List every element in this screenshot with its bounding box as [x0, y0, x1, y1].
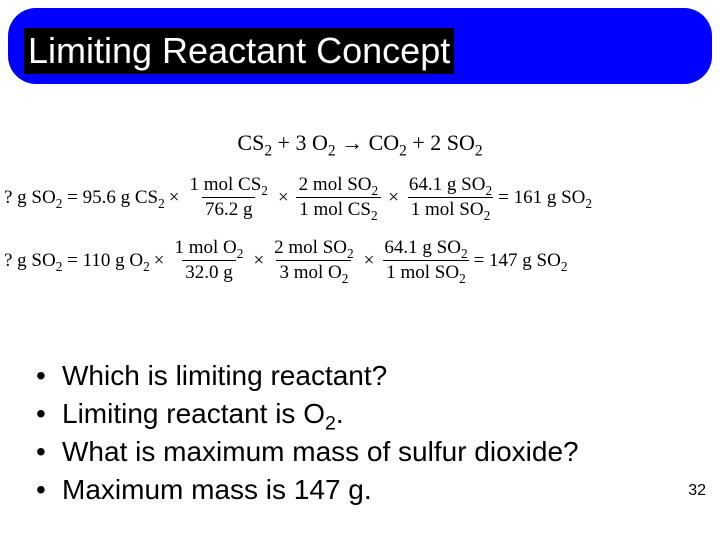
- equations-area: CS2 + 3 O2 → CO2 + 2 SO2 ? g SO2 = 95.6 …: [0, 130, 720, 300]
- calc2-f3d: 1 mol SO: [386, 262, 459, 283]
- calc2-f3-den: 1 mol SO2: [383, 260, 469, 284]
- calc2-f1-num: 1 mol O2: [172, 237, 247, 260]
- bullet-4: Maximum mass is 147 g.: [32, 474, 700, 506]
- reactant-a: CS: [237, 130, 264, 155]
- plus-2: +: [407, 130, 430, 155]
- calc2-times-3: ×: [364, 250, 375, 272]
- calc1-result: = 161 g SO2: [498, 187, 592, 209]
- calc2-question: ? g SO2 = 110 g O2: [2, 250, 150, 272]
- calc1-times-3: ×: [388, 187, 399, 209]
- calc1-f3-num: 64.1 g SO2: [406, 174, 495, 197]
- calc2-eq-sub: 2: [143, 258, 150, 273]
- calc1-f2n-sub: 2: [372, 183, 379, 198]
- calc2-f2n: 2 mol SO: [274, 237, 347, 258]
- calc1-frac-1: 1 mol CS2 76.2 g: [186, 174, 270, 221]
- calc2-result: = 147 g SO2: [474, 250, 568, 272]
- calc2-times-1: ×: [154, 250, 165, 272]
- calc1-res: = 161 g SO: [498, 187, 585, 208]
- calc2-times-2: ×: [253, 250, 264, 272]
- calc2-f2-num: 2 mol SO2: [271, 237, 357, 260]
- calc2-f3-num: 64.1 g SO2: [381, 237, 470, 260]
- calc1-f3d: 1 mol SO: [411, 199, 484, 220]
- bullet-2-sub: 2: [325, 413, 336, 435]
- reaction-arrow: →: [336, 130, 369, 155]
- calc2-f3d-sub: 2: [459, 271, 466, 286]
- calc2-f1n-sub: 2: [237, 246, 244, 261]
- calc2-q: ? g SO: [4, 250, 56, 271]
- calc2-frac-3: 64.1 g SO2 1 mol SO2: [381, 237, 470, 284]
- calc1-question: ? g SO2 = 95.6 g CS2: [2, 187, 165, 209]
- calc2-f2d: 3 mol O: [279, 262, 341, 283]
- calc1-f3-den: 1 mol SO2: [408, 197, 494, 221]
- calc1-frac-3: 64.1 g SO2 1 mol SO2: [406, 174, 495, 221]
- reactant-b-sub: 2: [328, 142, 336, 159]
- product-b-sub: 2: [475, 142, 483, 159]
- reactant-b: O: [312, 130, 328, 155]
- calc1-f3d-sub: 2: [484, 208, 491, 223]
- calc1-f2d-sub: 2: [371, 208, 378, 223]
- calc1-f2n: 2 mol SO: [299, 174, 372, 195]
- reactant-a-sub: 2: [264, 142, 272, 159]
- calc1-f2d: 1 mol CS: [299, 199, 371, 220]
- calc2-f2-den: 3 mol O2: [276, 260, 351, 284]
- calc1-f1n: 1 mol CS: [189, 174, 261, 195]
- calc1-q: ? g SO: [4, 187, 56, 208]
- plus-1: +: [272, 130, 295, 155]
- calc1-eq-sub: 2: [158, 195, 165, 210]
- calc2-res: = 147 g SO: [474, 250, 561, 271]
- calc-row-2: ? g SO2 = 110 g O2 × 1 mol O2 32.0 g × 2…: [0, 237, 720, 284]
- bullet-2-text: Limiting reactant is O: [62, 398, 325, 429]
- coef-b: 3: [295, 130, 312, 155]
- bullet-2-tail: .: [336, 398, 344, 429]
- product-a-sub: 2: [399, 142, 407, 159]
- calc1-f1n-sub: 2: [261, 183, 268, 198]
- calc2-f3n-sub: 2: [461, 246, 468, 261]
- title-bar: Limiting Reactant Concept: [8, 8, 712, 84]
- calc2-f2d-sub: 2: [342, 271, 349, 286]
- calc1-times-1: ×: [169, 187, 180, 209]
- calc1-f1-den: 76.2 g: [202, 197, 256, 221]
- calc2-res-sub: 2: [561, 258, 568, 273]
- product-b: SO: [447, 130, 475, 155]
- calc1-f2-num: 2 mol SO2: [296, 174, 382, 197]
- calc1-f2-den: 1 mol CS2: [296, 197, 380, 221]
- calc1-f3n-sub: 2: [485, 183, 492, 198]
- bullet-3: What is maximum mass of sulfur dioxide?: [32, 436, 700, 468]
- calc1-f1-num: 1 mol CS2: [186, 174, 270, 197]
- calc2-f1-den: 32.0 g: [182, 260, 236, 284]
- calc2-f2n-sub: 2: [347, 246, 354, 261]
- calc2-f3n: 64.1 g SO: [384, 237, 461, 258]
- calc1-frac-2: 2 mol SO2 1 mol CS2: [296, 174, 382, 221]
- product-a: CO: [369, 130, 400, 155]
- calc2-eq: = 110 g O: [62, 250, 143, 271]
- calc1-eq: = 95.6 g CS: [62, 187, 158, 208]
- slide-title: Limiting Reactant Concept: [24, 28, 454, 74]
- bullet-list: Which is limiting reactant? Limiting rea…: [32, 360, 700, 512]
- calc1-times-2: ×: [278, 187, 289, 209]
- coef-d: 2: [430, 130, 447, 155]
- reaction-equation: CS2 + 3 O2 → CO2 + 2 SO2: [0, 130, 720, 156]
- calc1-res-sub: 2: [585, 195, 592, 210]
- bullet-2: Limiting reactant is O2.: [32, 398, 700, 430]
- bullet-1: Which is limiting reactant?: [32, 360, 700, 392]
- calc2-frac-1: 1 mol O2 32.0 g: [172, 237, 247, 284]
- page-number: 32: [688, 482, 706, 500]
- calc2-frac-2: 2 mol SO2 3 mol O2: [271, 237, 357, 284]
- calc1-f3n: 64.1 g SO: [409, 174, 486, 195]
- calc-row-1: ? g SO2 = 95.6 g CS2 × 1 mol CS2 76.2 g …: [0, 174, 720, 221]
- calc2-f1n: 1 mol O: [175, 237, 237, 258]
